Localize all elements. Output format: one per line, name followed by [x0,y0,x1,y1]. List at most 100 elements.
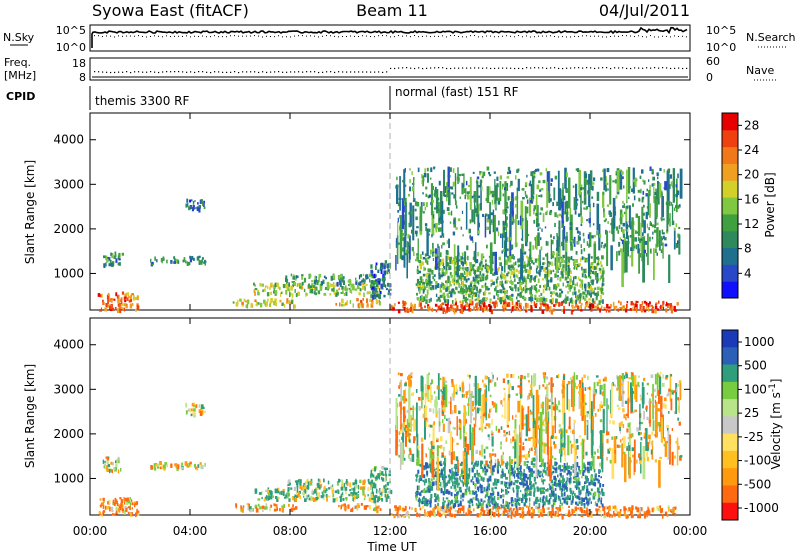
scatter-cell [476,286,478,292]
scatter-cell [177,464,180,469]
freq-dot [406,67,408,69]
scatter-cell [397,301,400,304]
scatter-cell [416,201,420,207]
scatter-cell [448,238,450,248]
scatter-cell [659,508,662,512]
scatter-cell [586,466,589,472]
scatter-cell [473,306,475,311]
scatter-cell [248,506,252,512]
noise-search-dot [446,36,447,38]
scatter-cell [357,303,360,308]
power-colorbar-tick-label: 8 [744,242,752,256]
scatter-cell [522,493,524,499]
scatter-cell [437,496,440,502]
scatter-cell [498,297,501,302]
scatter-cell [193,405,195,408]
scatter-cell [538,503,541,509]
scatter-cell [450,492,453,497]
scatter-cell [538,514,540,518]
scatter-cell [128,295,130,298]
scatter-cell [377,285,380,290]
scatter-cell [554,273,557,278]
scatter-cell [533,208,535,212]
scatter-cell [536,184,540,190]
scatter-cell [454,308,457,313]
scatter-cell [492,468,495,473]
scatter-cell [379,495,382,498]
scatter-cell [562,282,564,287]
scatter-cell [515,503,518,509]
scatter-cell [323,497,325,500]
scatter-cell [423,480,426,486]
scatter-cell [629,235,632,238]
scatter-cell [518,286,522,290]
scatter-cell [370,294,373,299]
scatter-cell [557,277,559,281]
scatter-cell [304,481,307,485]
freq-dot [326,71,328,73]
scatter-cell [428,488,431,493]
scatter-cell [551,297,554,303]
scatter-cell [357,490,360,493]
scatter-cell [555,461,557,466]
scatter-cell [603,208,605,213]
scatter-cell [625,417,627,421]
scatter-cell [425,279,428,283]
scatter-cell [489,494,493,500]
scatter-cell [628,225,630,228]
scatter-cell [342,280,346,285]
scatter-cell [299,495,302,499]
noise-panel-frame [89,24,691,52]
scatter-cell [542,496,544,502]
scatter-cell [642,190,645,195]
scatter-cell [432,508,435,513]
scatter-cell [551,261,553,264]
scatter-cell [451,260,454,265]
scatter-cell [531,508,534,513]
scatter-cell [338,504,340,508]
scatter-cell [276,282,279,287]
scatter-cell [505,462,508,468]
scatter-cell [581,286,584,291]
scatter-cell [242,505,245,508]
freq-dot [102,71,104,73]
scatter-cell [528,502,531,507]
scatter-cell [440,508,444,512]
freq-dot [122,71,124,73]
scatter-cell [465,285,468,289]
scatter-cell [513,278,516,282]
scatter-cell [349,289,352,293]
scatter-cell [371,482,374,485]
scatter-cell [647,506,649,511]
scatter-cell [659,505,662,511]
scatter-cell [543,285,546,288]
scatter-cell [497,491,500,497]
scatter-cell [598,505,601,509]
freq-dot [574,67,576,69]
scatter-cell [634,409,637,413]
scatter-cell [427,280,430,285]
scatter-cell [496,227,499,232]
scatter-cell [611,218,613,235]
scatter-cell [567,512,571,517]
scatter-cell [373,474,375,478]
freq-dot [274,71,276,73]
scatter-cell [447,275,450,281]
scatter-cell [492,281,495,286]
scatter-cell [601,488,604,493]
scatter-cell [538,475,542,478]
scatter-cell [638,514,641,519]
scatter-cell [434,193,438,198]
scatter-cell [545,489,548,492]
scatter-cell [625,308,628,313]
scatter-cell [590,279,592,284]
scatter-cell [545,287,548,291]
scatter-cell [403,515,406,518]
scatter-cell [539,284,542,289]
scatter-cell [619,509,622,512]
scatter-cell [501,468,504,472]
scatter-cell [490,468,494,472]
freq-dot [474,67,476,69]
scatter-cell [643,410,645,420]
